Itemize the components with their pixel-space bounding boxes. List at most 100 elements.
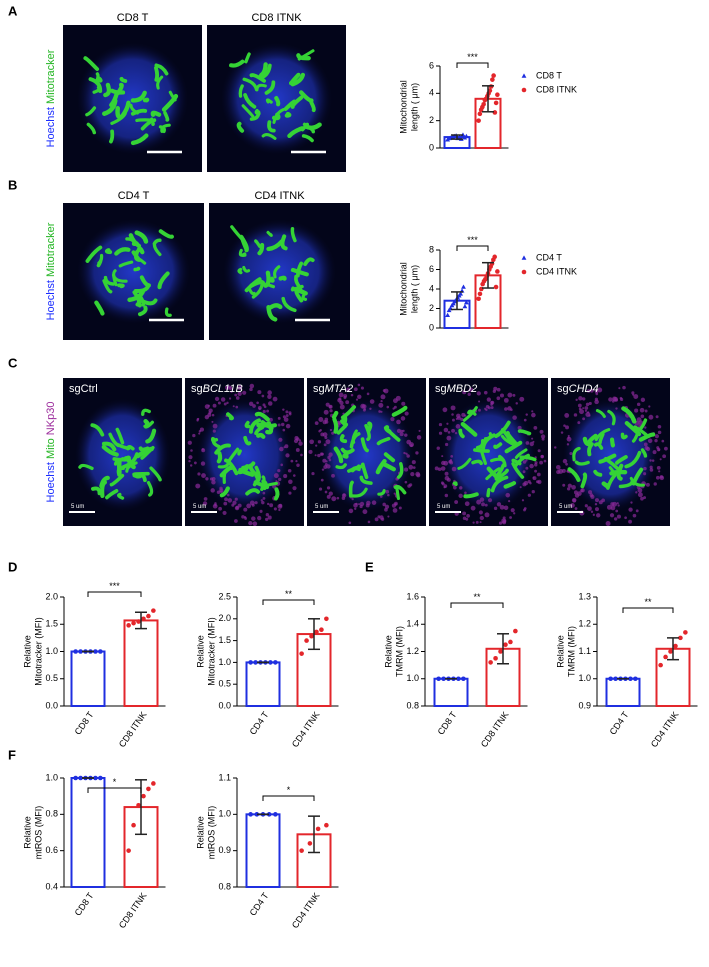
nkp30-dot (462, 512, 466, 516)
nkp30-dot (399, 506, 402, 509)
nkp30-dot (284, 444, 288, 448)
nkp30-dot (266, 410, 269, 413)
panel-label: B (8, 177, 17, 192)
nkp30-dot (282, 408, 284, 410)
nkp30-dot (340, 405, 345, 410)
mitochondrion (351, 482, 352, 495)
nkp30-dot (311, 472, 314, 475)
nkp30-dot (443, 486, 445, 488)
nkp30-dot (595, 503, 597, 505)
panel-label: E (365, 559, 374, 574)
nkp30-dot (641, 398, 645, 402)
significance-label: ** (644, 597, 652, 607)
nkp30-dot (622, 386, 626, 390)
mitochondrion (334, 419, 336, 431)
nkp30-dot (188, 460, 190, 462)
nkp30-dot (263, 410, 266, 413)
mitochondrion (239, 269, 241, 272)
nkp30-dot (452, 467, 457, 472)
nkp30-dot (218, 507, 222, 511)
nkp30-dot (292, 486, 296, 490)
nkp30-dot (419, 430, 421, 432)
significance-bracket (623, 608, 673, 613)
nkp30-dot (243, 508, 247, 512)
nkp30-dot (199, 430, 202, 433)
nkp30-dot (445, 472, 449, 476)
mitochondrion (281, 278, 285, 279)
nkp30-dot (565, 425, 569, 429)
nkp30-dot (524, 419, 527, 422)
nkp30-dot (213, 404, 217, 408)
y-axis-label: length ( μm) (409, 83, 419, 131)
nkp30-dot (575, 507, 578, 510)
data-point (151, 608, 156, 613)
nkp30-dot (210, 477, 213, 480)
y-tick-label: 1.0 (218, 809, 231, 819)
nkp30-dot (522, 499, 524, 501)
nkp30-dot (487, 397, 491, 401)
nkp30-dot (613, 397, 618, 402)
y-tick-label: 2 (429, 115, 434, 125)
mitochondrion (118, 108, 120, 116)
nkp30-dot (217, 491, 221, 495)
nkp30-dot (657, 466, 661, 470)
sg-prefix: sg (435, 383, 447, 395)
nkp30-dot (503, 516, 506, 519)
nkp30-dot (656, 415, 659, 418)
nkp30-dot (601, 499, 605, 503)
nkp30-dot (638, 488, 643, 493)
nkp30-dot (608, 397, 612, 401)
nkp30-dot (441, 466, 446, 471)
nkp30-dot (466, 514, 470, 518)
data-point (513, 629, 518, 634)
nkp30-dot (263, 492, 266, 495)
nkp30-dot (360, 502, 364, 506)
stain-label: Hoechst Mitotracker (45, 49, 57, 147)
panel-label: D (8, 559, 17, 574)
nkp30-dot (238, 504, 242, 508)
nkp30-dot (258, 406, 262, 410)
nkp30-dot (214, 504, 217, 507)
nkp30-dot (342, 493, 346, 497)
mitochondrion (619, 466, 622, 479)
nkp30-dot (277, 469, 280, 472)
nkp30-dot (278, 417, 281, 420)
image-title: sgMBD2 (435, 383, 477, 395)
y-axis-label: Relative (195, 816, 205, 849)
nkp30-dot (396, 420, 401, 425)
y-tick-label: 8 (429, 244, 434, 254)
nkp30-dot (591, 511, 593, 513)
data-point (503, 642, 508, 647)
data-point (461, 284, 466, 288)
y-tick-label: 1.0 (218, 657, 231, 667)
nkp30-dot (451, 405, 456, 410)
nkp30-dot (405, 412, 409, 416)
nkp30-dot (478, 409, 481, 412)
nkp30-dot (645, 410, 648, 413)
data-point (299, 651, 304, 656)
nkp30-dot (655, 434, 659, 438)
y-axis-label: Mitochondrial (398, 80, 408, 134)
micrograph (63, 25, 202, 172)
nkp30-dot (405, 481, 408, 484)
nkp30-dot (644, 426, 646, 428)
nkp30-dot (486, 405, 489, 408)
nkp30-dot (323, 465, 327, 469)
y-tick-label: 2.5 (218, 591, 231, 601)
nkp30-dot (268, 516, 272, 520)
data-point (522, 270, 527, 275)
mitochondrion (334, 413, 336, 417)
panel-label: C (8, 355, 18, 370)
stain-name: Mitotracker (45, 222, 57, 277)
nkp30-dot (228, 498, 233, 503)
data-point (141, 617, 146, 622)
micrograph (207, 25, 346, 172)
nkp30-dot (278, 438, 282, 442)
x-tick-label: CD8 T (436, 709, 459, 736)
significance-label: ** (473, 592, 481, 602)
nkp30-dot (452, 419, 455, 422)
data-point (73, 649, 78, 654)
nkp30-dot (485, 504, 488, 507)
data-point (299, 848, 304, 853)
data-point (316, 827, 321, 832)
